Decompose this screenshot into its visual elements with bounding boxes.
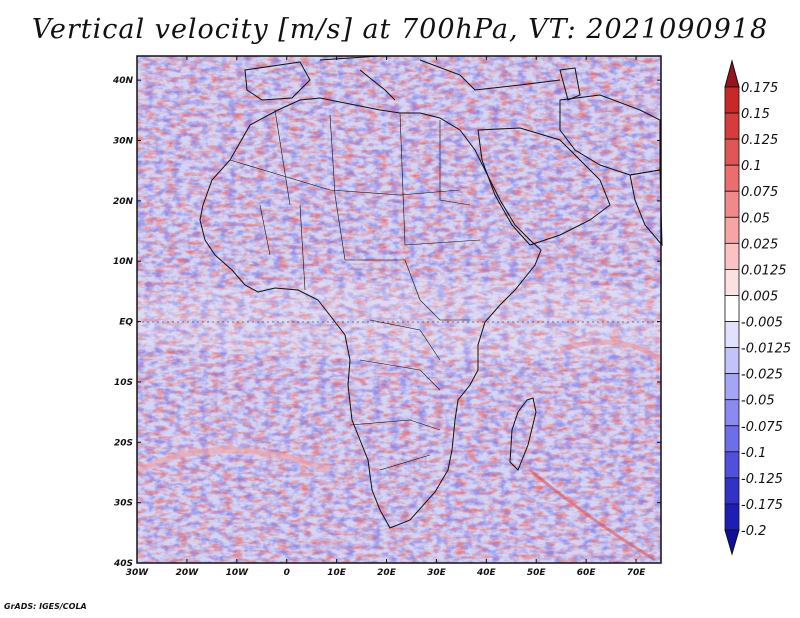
colorbar-label: 0.0125 (741, 263, 787, 278)
colorbar-swatch (724, 451, 740, 479)
longitude-axis: 30W 20W 10W 0 10E 20E 30E 40E 50E 60E 70E (126, 56, 646, 578)
colorbar-swatch (724, 242, 740, 270)
colorbar-label: 0.005 (741, 289, 778, 304)
colorbar-swatch (724, 112, 740, 140)
caspian-outline (559, 67, 581, 101)
southern-streak-east (529, 468, 656, 562)
plot-frame (136, 55, 662, 564)
lat-label: 30N (113, 137, 134, 147)
colorbar-swatch (724, 269, 740, 296)
lat-label: 20N (113, 197, 134, 207)
southern-streak (138, 447, 332, 473)
lat-label: 20S (114, 438, 133, 448)
lon-label: 10E (327, 568, 347, 578)
colorbar-swatch (724, 216, 740, 244)
lon-label: 10W (226, 568, 250, 578)
colorbar-label: -0.1 (741, 446, 766, 461)
colorbar-label: -0.2 (741, 524, 766, 539)
lon-label: 20E (377, 568, 397, 578)
madagascar-outline (509, 397, 537, 471)
colorbar-label: -0.005 (741, 316, 783, 331)
lon-label: 30E (427, 568, 447, 578)
colorbar: 0.175 0.15 0.125 0.1 0.075 0.05 0.025 0.0125 0.0… (724, 59, 791, 556)
colorbar-swatch (724, 347, 740, 375)
lat-label: 30S (114, 499, 133, 509)
colorbar-label: -0.025 (741, 368, 783, 383)
colorbar-label: -0.175 (741, 498, 783, 513)
lon-label: 0 (284, 568, 290, 578)
arabia-outline (477, 127, 611, 246)
colorbar-label: 0.175 (741, 81, 778, 96)
colorbar-label: -0.125 (741, 472, 783, 487)
colorbar-label: 0.1 (741, 159, 762, 174)
colorbar-swatch (724, 138, 740, 166)
map-title: Vertical velocity [m/s] at 700hPa, VT: 2… (31, 14, 769, 45)
africa-outline (199, 97, 542, 529)
iberia-outline (244, 61, 311, 101)
colorbar-label: 0.05 (741, 211, 770, 226)
lon-label: 20W (176, 568, 200, 578)
lat-label: 10N (113, 257, 134, 267)
colorbar-label: 0.15 (741, 107, 770, 122)
lon-label: 30W (126, 568, 150, 578)
lat-label: 40N (112, 76, 134, 86)
downdraft-texture (137, 56, 661, 563)
lat-label: 40S (113, 559, 133, 569)
indian-ocean-streak (559, 339, 661, 363)
lat-label: EQ (119, 318, 133, 328)
colorbar-label: -0.05 (741, 394, 775, 409)
lon-label: 70E (627, 568, 647, 578)
colorbar-swatch (724, 399, 740, 427)
lat-label: 10S (114, 378, 133, 388)
colorbar-swatch (724, 321, 740, 348)
lon-label: 50E (527, 568, 547, 578)
colorbar-swatch (724, 190, 740, 218)
colorbar-label: -0.075 (741, 420, 783, 435)
colorbar-top-arrow (724, 59, 740, 88)
country-borders (229, 109, 481, 471)
colorbar-swatch (724, 503, 740, 531)
colorbar-swatch (724, 86, 740, 114)
colorbar-bottom-arrow (724, 529, 740, 556)
colorbar-swatch (724, 373, 740, 401)
colorbar-label: -0.0125 (741, 342, 791, 357)
colorbar-swatch (724, 295, 740, 322)
colorbar-label: 0.125 (741, 133, 778, 148)
software-credit: GrADS: IGES/COLA (4, 602, 87, 611)
colorbar-label: 0.075 (741, 185, 778, 200)
india-outline (629, 169, 663, 247)
colorbar-swatch (724, 425, 740, 453)
lon-label: 60E (577, 568, 597, 578)
equatorial-band (137, 280, 661, 360)
colorbar-swatch (724, 164, 740, 192)
latitude-axis: 40N 30N 20N 10N EQ 10S 20S 30S 40S (112, 76, 661, 569)
lon-label: 40E (476, 568, 497, 578)
map-plot-area (136, 55, 663, 564)
colorbar-swatch (724, 477, 740, 505)
colorbar-label: 0.025 (741, 237, 778, 252)
